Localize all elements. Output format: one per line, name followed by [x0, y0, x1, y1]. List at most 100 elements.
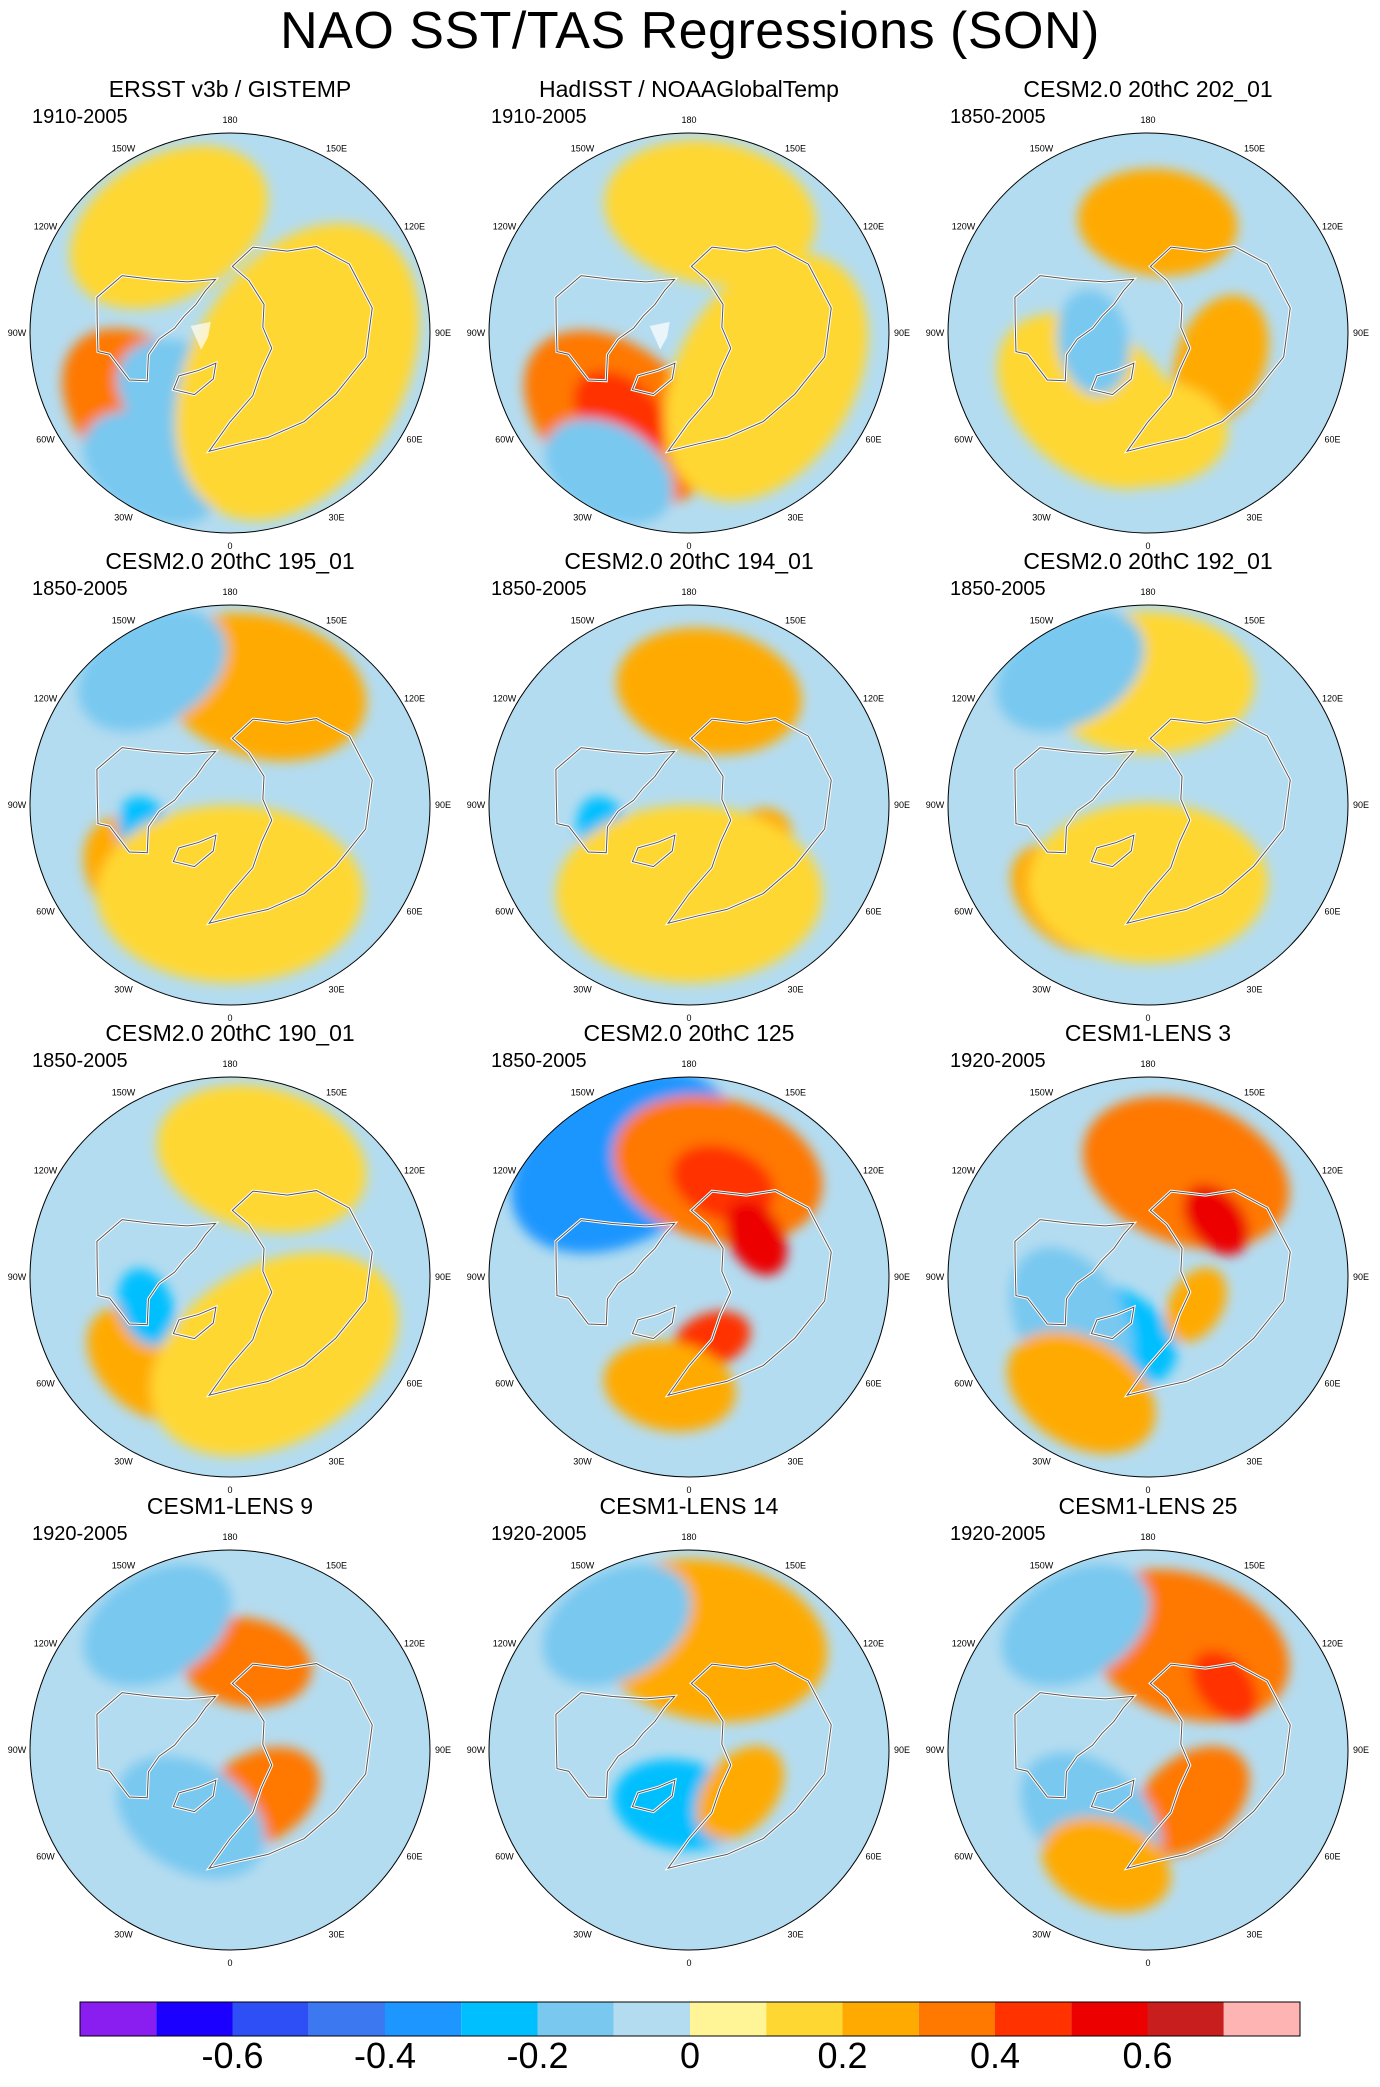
longitude-label: 120E: [1322, 1166, 1343, 1176]
anomaly-patch: [1001, 1563, 1151, 1687]
map-boundary: [29, 1549, 431, 1951]
panel-title: CESM2.0 20thC 202_01: [1023, 76, 1273, 102]
coastline: [172, 834, 217, 868]
longitude-label: 30W: [114, 984, 133, 994]
colorbar-tick-label: -0.2: [506, 2035, 569, 2076]
longitude-label: 120E: [1322, 222, 1343, 232]
map-boundary: [488, 604, 890, 1006]
longitude-label: 90W: [8, 1272, 27, 1282]
coastline: [631, 362, 676, 396]
coastline: [1014, 275, 1135, 382]
anomaly-patch: [1132, 1746, 1250, 1856]
coastline: [1014, 1692, 1135, 1799]
longitude-label: 120E: [863, 222, 884, 232]
longitude-label: 150W: [571, 616, 595, 626]
map-panel: ERSST v3b / GISTEMP 1910-2005 180 150E 120E 9…: [0, 75, 460, 549]
anomaly-patch: [725, 1200, 787, 1276]
longitude-label: 30E: [1246, 1456, 1262, 1466]
map-boundary: [29, 132, 431, 534]
longitude-label: 150E: [785, 144, 806, 154]
polar-map: 180 150E 120E 90E 60E 30E 0 30W 60W 90W 120W 150W: [926, 1532, 1369, 1966]
coastline: [631, 834, 676, 868]
coastline: [207, 718, 373, 924]
colorbar-swatch: [156, 2002, 233, 2036]
longitude-label: 150E: [326, 1088, 347, 1098]
longitude-label: 180: [222, 587, 237, 597]
coastline: [1014, 747, 1135, 854]
anomaly-patch: [150, 1252, 399, 1456]
colorbar-swatch: [80, 2002, 157, 2036]
longitude-label: 90E: [1353, 1272, 1369, 1282]
longitude-label: 120W: [34, 1166, 58, 1176]
anomaly-patch: [542, 1563, 692, 1687]
panel-title: ERSST v3b / GISTEMP: [108, 76, 352, 102]
longitude-label: 150E: [326, 616, 347, 626]
colorbar-tick-label: 0.6: [1122, 2035, 1173, 2076]
longitude-label: 120W: [952, 694, 976, 704]
coastline: [172, 362, 217, 396]
colorbar-outline: [79, 2001, 1301, 2037]
longitude-label: 180: [681, 1059, 696, 1069]
panel-years: 1920-2005: [950, 1523, 1046, 1545]
coastline: [1014, 1219, 1135, 1326]
longitude-label: 30E: [787, 1929, 803, 1939]
coastline: [631, 1779, 676, 1813]
longitude-label: 60W: [495, 907, 514, 917]
longitude-label: 150W: [112, 616, 136, 626]
panel-years: 1850-2005: [32, 578, 128, 600]
longitude-label: 0: [227, 541, 232, 549]
polar-map: 180 150E 120E 90E 60E 30E 0 30W 60W 90W 120W 150W: [926, 587, 1369, 1021]
panel-title: CESM2.0 20thC 192_01: [1023, 548, 1273, 574]
map-panel: CESM2.0 20thC 194_01 1850-2005 180 150E 120E…: [459, 547, 919, 1021]
anomaly-patch: [117, 1268, 176, 1347]
longitude-label: 180: [681, 1532, 696, 1542]
longitude-label: 180: [1140, 1532, 1155, 1542]
longitude-label: 120W: [34, 1639, 58, 1649]
longitude-label: 90E: [435, 800, 451, 810]
anomaly-patch: [83, 1563, 233, 1687]
polar-map: 180 150E 120E 90E 60E 30E 0 30W 60W 90W 120W 150W: [8, 1532, 451, 1966]
panel-title: CESM2.0 20thC 125: [583, 1020, 795, 1046]
map-panel: CESM2.0 20thC 125 1850-2005 180 150E 120E 90E…: [459, 1019, 919, 1493]
longitude-label: 90E: [1353, 328, 1369, 338]
anomaly-patch: [696, 1746, 784, 1840]
longitude-label: 60W: [954, 907, 973, 917]
longitude-label: 30W: [114, 1456, 133, 1466]
longitude-label: 60W: [954, 435, 973, 445]
colorbar-boxes: [79, 2001, 1301, 2037]
panel-years: 1850-2005: [950, 106, 1046, 128]
longitude-label: 60E: [406, 435, 422, 445]
panel-title: CESM1-LENS 14: [599, 1493, 779, 1519]
longitude-label: 30W: [1032, 1456, 1051, 1466]
longitude-label: 90W: [926, 800, 945, 810]
longitude-label: 0: [1145, 1013, 1150, 1021]
longitude-label: 150W: [571, 144, 595, 154]
longitude-label: 120E: [404, 694, 425, 704]
longitude-label: 30W: [1032, 984, 1051, 994]
panel-title: CESM1-LENS 3: [1064, 1020, 1232, 1046]
longitude-label: 0: [686, 1485, 691, 1493]
panel-title: CESM2.0 20thC 194_01: [564, 548, 814, 574]
longitude-label: 90E: [894, 1745, 910, 1755]
longitude-label: 0: [1145, 541, 1150, 549]
coastline: [96, 1219, 217, 1326]
coastline: [666, 1663, 832, 1869]
longitude-label: 60E: [406, 1379, 422, 1389]
polar-map: 180 150E 120E 90E 60E 30E 0 30W 60W 90W 120W 150W: [467, 1532, 910, 1966]
map-panel: CESM1-LENS 9 1920-2005 180 150E 120E 90E 60E 30…: [0, 1492, 460, 1966]
longitude-label: 0: [686, 1958, 691, 1966]
colorbar-swatch: [842, 2002, 919, 2036]
longitude-label: 30W: [573, 984, 592, 994]
longitude-label: 60W: [954, 1379, 973, 1389]
colorbar-tick-label: 0.2: [817, 2035, 868, 2076]
polar-map: 180 150E 120E 90E 60E 30E 0 30W 60W 90W 120W 150W: [467, 115, 910, 549]
longitude-label: 150W: [112, 144, 136, 154]
longitude-label: 120W: [952, 1166, 976, 1176]
longitude-label: 30E: [1246, 984, 1262, 994]
longitude-label: 120W: [34, 222, 58, 232]
coastline: [1090, 1779, 1135, 1813]
longitude-label: 60E: [406, 907, 422, 917]
panel-years: 1910-2005: [491, 106, 587, 128]
longitude-label: 60W: [36, 907, 55, 917]
longitude-label: 30E: [787, 1456, 803, 1466]
